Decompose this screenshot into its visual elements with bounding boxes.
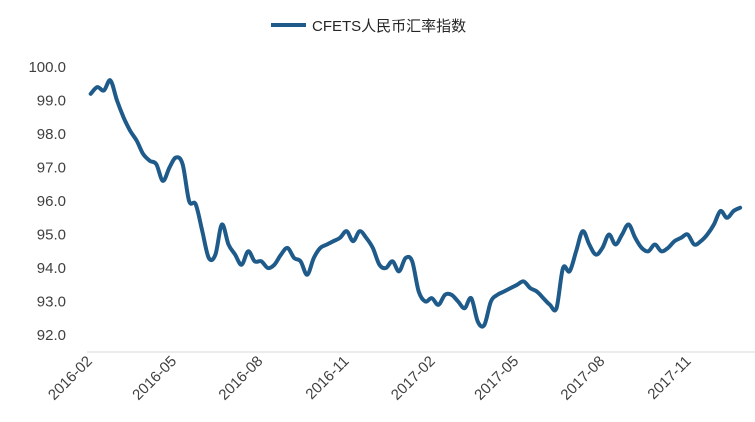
y-tick-label: 94.0 (37, 260, 66, 277)
x-axis: 2016-02 2016-05 2016-08 2016-11 2017-02 2017-… (45, 353, 695, 404)
y-tick-label: 99.0 (37, 93, 66, 110)
plot-area (88, 78, 743, 329)
y-tick-label: 95.0 (37, 227, 66, 244)
series-line-cfets-index (88, 78, 743, 329)
legend-label: CFETS人民币汇率指数 (312, 18, 466, 35)
x-tick-label: 2017-02 (388, 353, 439, 404)
x-tick-label: 2016-08 (215, 353, 266, 404)
y-tick-label: 100.0 (28, 59, 66, 76)
y-tick-label: 98.0 (37, 126, 66, 143)
x-tick-label: 2017-05 (471, 353, 522, 404)
x-tick-label: 2016-05 (129, 353, 180, 404)
x-tick-label: 2016-02 (45, 353, 96, 404)
y-axis: 100.0 99.0 98.0 97.0 96.0 95.0 94.0 93.0 92.0 (28, 59, 66, 344)
y-tick-label: 93.0 (37, 294, 66, 311)
y-tick-label: 92.0 (37, 327, 66, 344)
y-tick-label: 97.0 (37, 160, 66, 177)
y-tick-label: 96.0 (37, 193, 66, 210)
x-tick-label: 2016-11 (302, 353, 352, 403)
x-tick-label: 2017-11 (644, 353, 694, 403)
x-tick-label: 2017-08 (557, 353, 608, 404)
legend: CFETS人民币汇率指数 (271, 18, 466, 35)
